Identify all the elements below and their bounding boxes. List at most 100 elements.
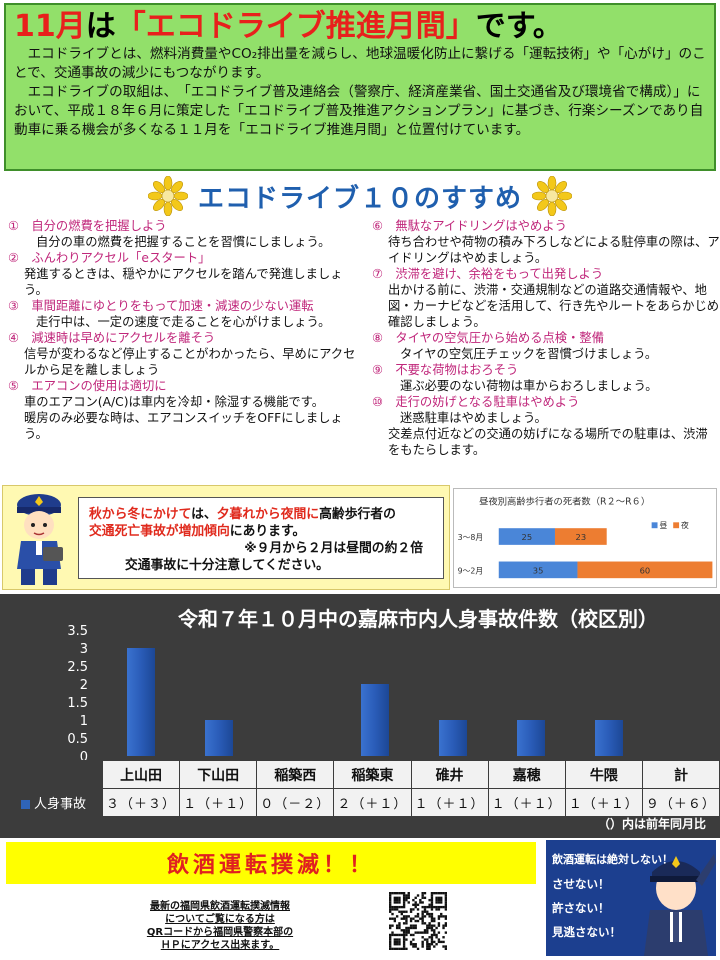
qr-module — [435, 905, 438, 909]
qr-module — [426, 929, 429, 932]
qr-module — [409, 919, 413, 923]
qr-module — [416, 931, 420, 934]
headline-focus: 「エコドライブ推進月間」 — [115, 9, 476, 44]
tip-body: 車のエアコン(A/C)は車内を冷却・除湿する機能です。 — [24, 395, 325, 409]
y-tick-label: 0 — [80, 750, 88, 762]
qr-module — [405, 894, 408, 897]
qr-module — [433, 919, 436, 923]
qr-module — [437, 922, 441, 925]
qr-module — [400, 947, 403, 950]
qr-module — [437, 892, 441, 895]
bar — [205, 720, 233, 756]
qr-module — [421, 917, 424, 920]
tip-body: 迷惑駐車はやめましょう。 — [400, 411, 547, 425]
qr-module — [437, 924, 441, 927]
qr-module — [400, 933, 403, 937]
qr-module — [391, 912, 394, 916]
qr-module — [389, 938, 392, 941]
qr-module — [398, 943, 401, 946]
qr-module — [430, 905, 434, 909]
qr-module — [414, 924, 417, 927]
accident-table: 上山田 下山田 稲築西 稲築東 碓井 嘉穂 牛隈 計 人身事故 ３（＋３） １（… — [16, 760, 720, 817]
tip-heading: ⑨ 不要な荷物はおろそう — [372, 363, 519, 377]
qr-module — [402, 929, 406, 932]
qr-module — [437, 898, 441, 902]
qr-module — [421, 892, 424, 895]
tip-heading: ⑦ 渋滞を避け、余裕をもって出発しよう — [372, 267, 604, 281]
table-header-row: 上山田 下山田 稲築西 稲築東 碓井 嘉穂 牛隈 計 — [16, 760, 720, 789]
qr-module — [423, 896, 427, 900]
intro-paragraph-2: エコドライブの取組は、 「エコドライブ普及連絡会（警察庁、経済産業省、国土交通省… — [14, 84, 704, 138]
qr-module — [423, 922, 427, 925]
qr-module — [416, 947, 420, 950]
headline-month: 11月 — [14, 9, 86, 44]
qr-module — [414, 901, 417, 904]
warning-trend: 交通死亡事故が増加傾向 — [89, 524, 230, 539]
tip-item: ② ふんわりアクセル「eスタート」 発進するときは、穏やかにアクセルを踏んで発進し… — [8, 250, 356, 298]
qr-module — [393, 898, 397, 902]
qr-module — [421, 931, 424, 934]
qr-module — [389, 933, 392, 937]
qr-module — [416, 908, 420, 911]
qr-module — [389, 905, 392, 909]
qr-module — [414, 919, 417, 923]
warning-time: 夕暮れから夜間に — [216, 507, 320, 522]
day-night-chart: 昼夜別高齢歩行者の死者数（R２～R６） 昼 夜 3～8月 25 23 9～2月 35 60 — [453, 488, 717, 588]
tip-heading: ① 自分の燃費を把握しよう — [8, 219, 167, 233]
qr-module — [407, 892, 410, 895]
qr-module — [430, 924, 434, 927]
tip-body: 運ぶ必要のない荷物は車からおろしましょう。 — [400, 379, 658, 393]
headline-end: です。 — [475, 9, 563, 44]
qr-module — [412, 926, 415, 930]
qr-module — [407, 894, 410, 897]
qr-module — [437, 901, 441, 904]
tip-body: 暖房のみ必要な時は、エアコンスイッチをOFFにしましょう。 — [24, 411, 343, 441]
qr-module — [433, 933, 436, 937]
qr-module — [426, 912, 429, 916]
qr-module — [389, 903, 392, 906]
qr-module — [409, 917, 413, 920]
qr-module — [428, 945, 431, 948]
qr-module — [409, 908, 413, 911]
table-cell: ２（＋１） — [333, 788, 412, 817]
qr-module — [433, 905, 436, 909]
qr-module — [393, 919, 397, 923]
qr-module — [423, 905, 427, 909]
qr-module — [414, 903, 417, 906]
qr-module — [437, 940, 441, 944]
section-title: エコドライブ１０のすすめ — [197, 183, 522, 214]
qr-module — [402, 901, 406, 904]
qr-module — [414, 945, 417, 948]
qr-module — [444, 908, 447, 911]
qr-module — [430, 903, 434, 906]
qr-module — [437, 905, 441, 909]
qr-module — [433, 940, 436, 944]
warning-caution: 交通事故に十分注意してください。 — [125, 558, 329, 573]
qr-module — [393, 917, 397, 920]
warning-text: は、 — [191, 507, 217, 522]
y-tick-label: 2 — [80, 678, 88, 693]
qr-module — [389, 901, 392, 904]
qr-module — [421, 905, 424, 909]
bar — [595, 720, 623, 756]
series-name: 人身事故 — [34, 797, 87, 812]
qr-module — [393, 947, 397, 950]
qr-module — [412, 908, 415, 911]
qr-module — [400, 905, 403, 909]
qr-module — [412, 898, 415, 902]
qr-module — [407, 929, 410, 932]
qr-module — [437, 896, 441, 900]
qr-module — [437, 931, 441, 934]
qr-module — [405, 898, 408, 902]
qr-module — [430, 919, 434, 923]
qr-module — [402, 945, 406, 948]
qr-code-icon[interactable] — [389, 892, 447, 950]
qr-module — [409, 910, 413, 913]
section-title-row: エコドライブ１０のすすめ — [110, 174, 610, 218]
warning-text: にあります。 — [229, 524, 306, 539]
table-row: 人身事故 ３（＋３） １（＋１） ０（－２） ２（＋１） １（＋１） １（＋１）… — [16, 788, 720, 817]
legend-swatch — [21, 800, 30, 809]
tip-item: ③ 車間距離にゆとりをもって加速・減速の少ない運転 走行中は、一定の速度で走ること… — [8, 298, 356, 330]
qr-module — [405, 929, 408, 932]
qr-module — [433, 892, 436, 895]
